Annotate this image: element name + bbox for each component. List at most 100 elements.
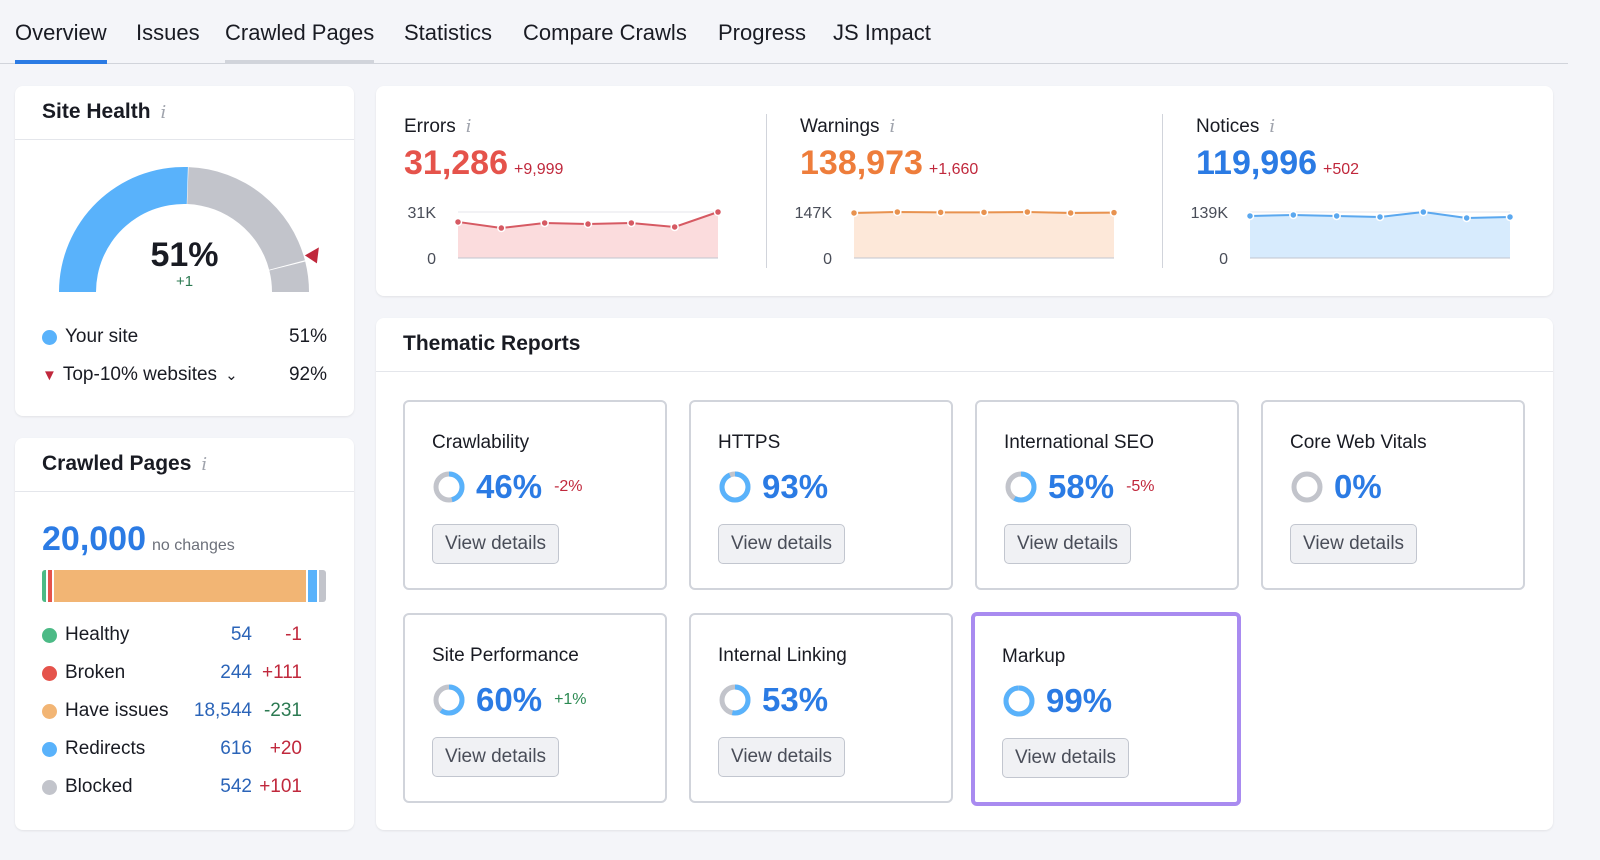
crawled-row-have-issues[interactable]: Have issues 18,544 -231 [42,700,322,722]
row-change: +101 [259,776,302,797]
sparkline-point[interactable] [936,208,945,217]
report-markup[interactable]: Markup 99% View details [971,612,1241,806]
status-dot-icon [42,741,57,757]
row-label: Broken [65,662,126,683]
sparkline-point[interactable] [670,222,679,232]
sparkline-point[interactable] [1462,213,1471,223]
view-details-button[interactable]: View details [1004,524,1132,564]
sparkline-point[interactable] [1245,211,1255,221]
sparkline-point[interactable] [1505,212,1515,222]
bar-segment-healthy[interactable] [42,570,47,602]
sparkline-point[interactable] [627,218,636,228]
info-icon[interactable]: i [889,116,896,137]
view-details-button[interactable]: View details [718,524,846,564]
view-details-button[interactable]: View details [1290,524,1418,564]
row-change: -231 [263,700,302,721]
site-health-gauge [59,167,319,292]
tab-crawled-pages[interactable]: Crawled Pages [225,20,375,64]
tab-progress[interactable]: Progress [718,20,807,45]
report-value: 60% [476,681,543,718]
bar-segment-blocked[interactable] [318,570,326,602]
sparkline-point[interactable] [979,208,989,217]
report-value: 99% [1046,682,1113,719]
tab-statistics[interactable]: Statistics [404,20,493,45]
legend-value: 51% [288,326,327,347]
view-details-button[interactable]: View details [432,524,560,564]
report-site-performance[interactable]: Site Performance 60% +1% View details [403,613,667,803]
row-value[interactable]: 244 [220,662,252,683]
thematic-reports-card: Thematic Reports Crawlability 46% -2% Vi… [376,318,1553,830]
info-icon[interactable]: i [160,102,167,123]
info-icon[interactable]: i [1269,116,1276,137]
sparkline-point[interactable] [713,207,723,217]
report-crawlability[interactable]: Crawlability 46% -2% View details [403,400,667,590]
metric-value: 119,996 [1196,144,1318,182]
sparkline-point[interactable] [1066,208,1075,218]
bar-segment-redirects[interactable] [308,570,317,602]
triangle-down-icon: ▼ [42,366,57,384]
sparkline-point[interactable] [893,207,902,217]
metric-errors[interactable]: Errors i 31,286 +9,999 31K 0 [376,86,756,286]
sparkline-point[interactable] [1375,212,1385,222]
remaining-arc [269,261,309,292]
row-label: Redirects [65,738,146,759]
sparkline-point[interactable] [453,217,463,227]
row-value[interactable]: 616 [220,738,252,759]
y-max-label: 31K [408,205,437,222]
tab-issues[interactable]: Issues [136,20,200,45]
metric-warnings[interactable]: Warnings i 138,973 +1,660 147K 0 [772,86,1152,286]
sparkline-point[interactable] [1023,207,1032,217]
blue-dot-icon [42,329,57,345]
metric-label: Errors [404,116,456,137]
sparkline-point[interactable] [1109,208,1119,217]
metric-label: Notices [1196,116,1260,137]
sparkline-area [1250,212,1510,258]
view-details-button[interactable]: View details [1002,738,1130,778]
issues-summary-card: Errors i 31,286 +9,999 31K 0 Warnings i 138,97… [376,86,1553,296]
bar-segment-have-issues[interactable] [54,570,307,602]
report-core-web-vitals[interactable]: Core Web Vitals 0% View details [1261,400,1525,590]
row-value[interactable]: 542 [220,776,252,797]
report-https[interactable]: HTTPS 93% View details [689,400,953,590]
sparkline-point[interactable] [849,208,859,218]
progress-ring-icon [1291,471,1323,503]
metric-change: +1,660 [928,161,979,178]
sparkline-point[interactable] [497,223,506,233]
remaining-arc [187,167,305,270]
crawled-row-redirects[interactable]: Redirects 616 +20 [42,738,322,760]
sparkline-area [854,212,1114,258]
report-internal-linking[interactable]: Internal Linking 53% View details [689,613,953,803]
view-details-button[interactable]: View details [432,737,560,777]
sparkline-point[interactable] [540,218,549,228]
crawled-row-broken[interactable]: Broken 244 +111 [42,662,322,684]
report-international-seo[interactable]: International SEO 58% -5% View details [975,400,1239,590]
tab-compare-crawls[interactable]: Compare Crawls [523,20,687,45]
bar-segment-broken[interactable] [48,570,53,602]
info-icon[interactable]: i [465,116,472,137]
legend-top-10[interactable]: ▼ Top-10% websites ⌄ 92% [42,364,327,386]
row-value[interactable]: 54 [230,624,252,645]
your-site-arc [59,167,188,292]
sparkline-point[interactable] [1289,210,1298,220]
crawled-row-blocked[interactable]: Blocked 542 +101 [42,776,322,798]
sparkline-point[interactable] [1419,207,1428,217]
tab-overview[interactable]: Overview [15,20,107,64]
metric-label: Warnings [800,116,880,137]
status-dot-icon [42,703,57,719]
sparkline-point[interactable] [1332,211,1341,221]
sparkline-point[interactable] [583,219,593,229]
view-details-button[interactable]: View details [718,737,846,777]
info-icon[interactable]: i [201,454,208,475]
chevron-down-icon[interactable]: ⌄ [225,367,238,384]
tab-js-impact[interactable]: JS Impact [833,20,931,45]
crawled-row-healthy[interactable]: Healthy 54 -1 [42,624,322,646]
crawled-pages-bar [42,570,326,602]
site-health-value: 51% [150,236,219,274]
progress-ring-icon [719,684,751,716]
sparkline: 147K 0 [795,205,1119,264]
row-value[interactable]: 18,544 [193,700,252,721]
progress-ring-icon [1003,685,1035,717]
metric-notices[interactable]: Notices i 119,996 +502 139K 0 [1168,86,1548,286]
row-label: Healthy [65,624,130,645]
report-value: 0% [1334,468,1382,505]
